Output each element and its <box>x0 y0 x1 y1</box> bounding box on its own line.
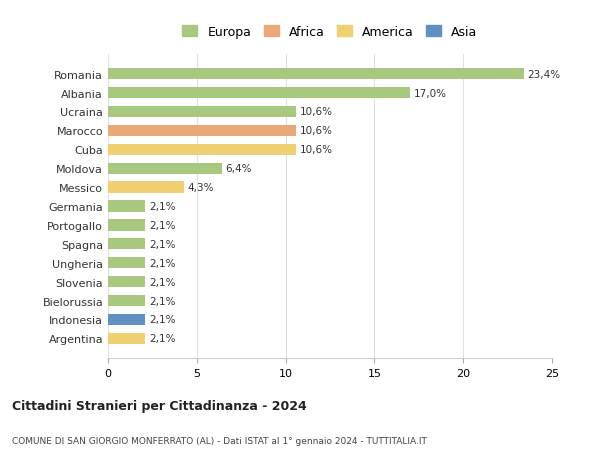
Bar <box>108 314 145 325</box>
Text: 4,3%: 4,3% <box>188 183 214 193</box>
Bar <box>108 144 296 156</box>
Text: 2,1%: 2,1% <box>149 277 175 287</box>
Text: 23,4%: 23,4% <box>527 69 560 79</box>
Bar <box>108 125 296 137</box>
Bar <box>108 276 145 288</box>
Text: Cittadini Stranieri per Cittadinanza - 2024: Cittadini Stranieri per Cittadinanza - 2… <box>12 399 307 412</box>
Text: 10,6%: 10,6% <box>300 107 333 117</box>
Text: 2,1%: 2,1% <box>149 258 175 268</box>
Bar <box>108 88 410 99</box>
Text: COMUNE DI SAN GIORGIO MONFERRATO (AL) - Dati ISTAT al 1° gennaio 2024 - TUTTITAL: COMUNE DI SAN GIORGIO MONFERRATO (AL) - … <box>12 436 427 445</box>
Text: 2,1%: 2,1% <box>149 239 175 249</box>
Bar <box>108 201 145 212</box>
Text: 2,1%: 2,1% <box>149 334 175 344</box>
Bar <box>108 257 145 269</box>
Bar <box>108 163 221 174</box>
Bar <box>108 295 145 307</box>
Text: 17,0%: 17,0% <box>413 89 446 98</box>
Text: 10,6%: 10,6% <box>300 126 333 136</box>
Text: 10,6%: 10,6% <box>300 145 333 155</box>
Bar <box>108 239 145 250</box>
Text: 2,1%: 2,1% <box>149 220 175 230</box>
Bar <box>108 182 184 193</box>
Bar <box>108 220 145 231</box>
Bar <box>108 106 296 118</box>
Bar <box>108 333 145 344</box>
Bar <box>108 69 524 80</box>
Text: 2,1%: 2,1% <box>149 296 175 306</box>
Text: 6,4%: 6,4% <box>225 164 252 174</box>
Text: 2,1%: 2,1% <box>149 202 175 212</box>
Legend: Europa, Africa, America, Asia: Europa, Africa, America, Asia <box>179 22 481 42</box>
Text: 2,1%: 2,1% <box>149 315 175 325</box>
